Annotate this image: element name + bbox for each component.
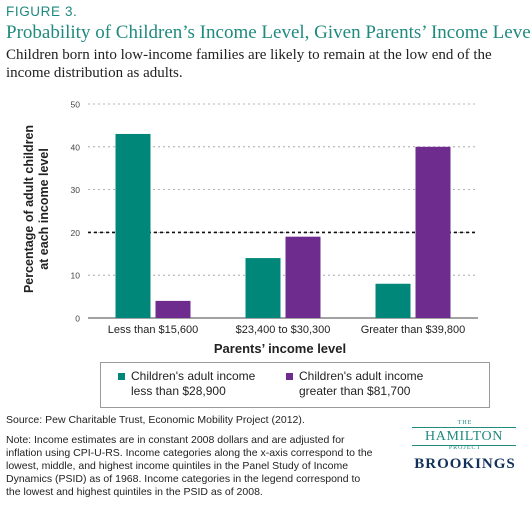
logo-the: THE <box>457 420 473 426</box>
y-axis-label-line-2: at each income level <box>37 148 51 270</box>
tick-labels: 0 10 20 30 40 50 Less than $15,600 $23,400 to $… <box>71 100 466 337</box>
legend: Children's adult income less than $28,90… <box>100 362 490 408</box>
brookings-logo: BROOKINGS <box>414 456 516 472</box>
hamilton-project-logo: HAMILTON <box>412 427 516 446</box>
y-axis-label-line-1: Percentage of adult children <box>22 125 36 293</box>
y-tick-label: 0 <box>75 314 80 324</box>
source-text: Source: Pew Charitable Trust, Economic M… <box>6 414 305 426</box>
legend-label-high-line-1: Children's adult income <box>299 369 424 383</box>
x-tick-label: Greater than $39,800 <box>361 324 466 336</box>
logo-project: PROJECT <box>448 445 482 451</box>
legend-swatch-low <box>118 373 125 380</box>
x-tick-label: $23,400 to $30,300 <box>236 324 331 336</box>
legend-swatch-high <box>286 373 293 380</box>
bar-low-3 <box>375 283 411 318</box>
note-text: Note: Income estimates are in constant 2… <box>6 434 373 498</box>
bar-low-1 <box>115 133 151 318</box>
bar-low-2 <box>245 258 281 318</box>
legend-label-high-line-2: greater than $81,700 <box>299 384 411 398</box>
chart-title: Probability of Children’s Income Level, … <box>6 22 531 43</box>
chart-subtitle: Children born into low-income families a… <box>6 47 492 81</box>
logo-block: THE HAMILTON PROJECT BROOKINGS <box>405 420 525 480</box>
bar-high-3 <box>415 146 451 318</box>
bar-high-2 <box>285 236 321 318</box>
gridlines <box>88 103 478 319</box>
bar-chart: Percentage of adult children at each inc… <box>22 100 478 337</box>
bars <box>115 133 451 318</box>
legend-label-low-line-1: Children's adult income <box>131 369 256 383</box>
y-tick-label: 30 <box>71 185 81 195</box>
x-axis-label: Parents’ income level <box>213 341 347 356</box>
bar-high-1 <box>155 300 191 318</box>
x-tick-label: Less than $15,600 <box>108 324 199 336</box>
y-tick-label: 10 <box>71 271 81 281</box>
y-tick-label: 50 <box>71 100 81 110</box>
figure-label: FIGURE 3. <box>6 4 78 19</box>
y-tick-label: 40 <box>71 142 81 152</box>
legend-label-low-line-2: less than $28,900 <box>131 384 226 398</box>
y-tick-label: 20 <box>71 228 81 238</box>
